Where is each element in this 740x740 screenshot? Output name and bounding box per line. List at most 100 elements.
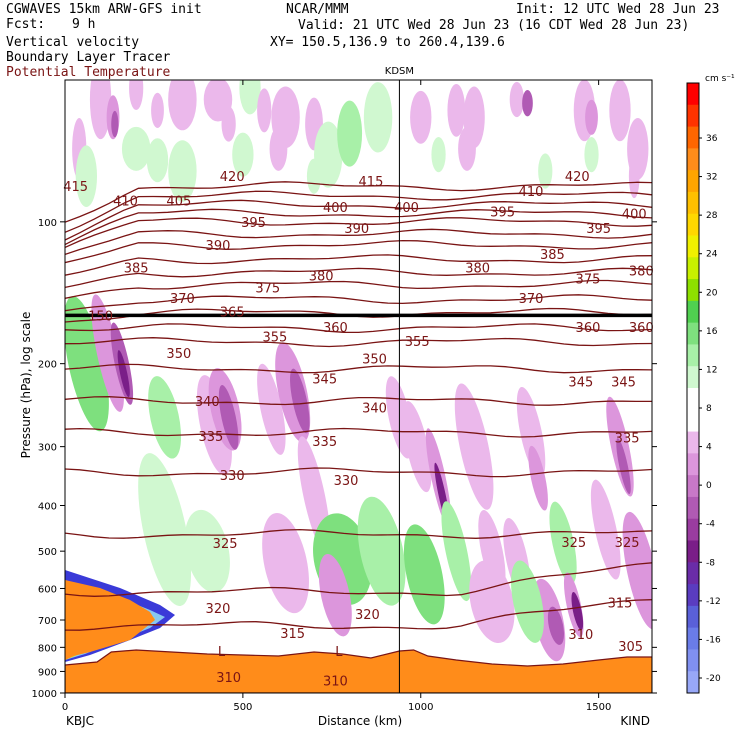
x-axis: 0 500 1000 1500	[62, 80, 611, 713]
field-label-vertical-velocity: Vertical velocity	[6, 35, 140, 50]
velocity-blob	[585, 99, 598, 135]
velocity-blob	[129, 80, 144, 111]
velocity-blob	[337, 100, 363, 167]
velocity-blob	[221, 106, 236, 142]
theta-label: 320	[355, 608, 380, 623]
velocity-blob	[314, 121, 343, 188]
theta-contour-line	[65, 181, 652, 223]
velocity-streak	[622, 511, 652, 630]
colorbar-swatch	[687, 213, 699, 236]
y-tick-label: 500	[38, 547, 57, 558]
theta-label: 340	[362, 402, 387, 417]
y-tick-label: 400	[38, 502, 57, 513]
colorbar-swatch	[687, 83, 699, 106]
xy-range: XY= 150.5,136.9 to 260.4,139.6	[270, 35, 505, 50]
theta-contour-line	[65, 528, 652, 539]
velocity-streak	[117, 350, 130, 398]
colorbar-tick-label: 0	[706, 481, 712, 491]
theta-label: 310	[568, 628, 593, 643]
theta-label: 325	[615, 536, 640, 551]
theta-label: 340	[195, 395, 220, 410]
theta-label: 360	[323, 321, 348, 336]
colorbar-swatch	[687, 453, 699, 476]
theta-contour-line	[65, 208, 652, 246]
theta-contour-line	[65, 294, 652, 312]
theta-contour-line	[65, 396, 652, 406]
colorbar-swatch	[687, 496, 699, 520]
velocity-blob	[584, 137, 599, 173]
velocity-blob	[306, 158, 322, 194]
velocity-blob	[509, 81, 524, 118]
theta-label: 360	[629, 321, 654, 336]
terrain-fill	[65, 649, 652, 693]
theta-label: 310	[216, 671, 241, 686]
theta-label: 360	[576, 321, 601, 336]
theta-label: 315	[280, 627, 305, 642]
forecast-label: Fcst:	[6, 17, 46, 32]
velocity-streak	[402, 401, 432, 493]
theta-contour-line	[65, 190, 652, 233]
theta-label: 345	[611, 375, 636, 390]
theta-label: 400	[394, 201, 419, 216]
theta-label: 385	[124, 261, 149, 276]
velocity-blob	[431, 137, 446, 173]
theta-label: 330	[334, 474, 359, 489]
colorbar-swatch	[687, 300, 699, 324]
theta-contour-line	[65, 562, 652, 597]
theta-label: L	[218, 645, 226, 660]
colorbar: 36 32 28 24 20 16 12 8 4 0 -4 -8 -12 -16 -20	[686, 82, 721, 694]
y-tick-label: 100	[38, 218, 57, 229]
x-tick-label: 0	[62, 702, 68, 713]
velocity-streak	[290, 368, 310, 434]
theta-label: 410	[519, 185, 544, 200]
velocity-streak	[91, 294, 124, 412]
velocity-streak	[218, 385, 239, 450]
colorbar-swatch	[687, 388, 699, 411]
theta-label: 395	[586, 222, 611, 237]
velocity-streak	[184, 509, 230, 593]
colorbar-swatch	[687, 649, 699, 672]
velocity-streak	[616, 438, 631, 495]
colorbar-tick-label: 32	[706, 173, 717, 183]
theta-label: 420	[220, 170, 245, 185]
velocity-blob	[232, 132, 254, 177]
colorbar-tick-label: 4	[706, 443, 712, 453]
colorbar-tick-label: 36	[706, 134, 718, 144]
velocity-streak	[528, 445, 548, 511]
field-label-potential-temperature: Potential Temperature	[6, 65, 171, 80]
theta-label: 335	[198, 430, 223, 445]
colorbar-swatch	[687, 409, 699, 433]
colorbar-swatch	[687, 344, 699, 367]
model-title: CGWAVES 15km ARW-GFS init	[6, 2, 202, 17]
theta-label: 325	[561, 536, 586, 551]
velocity-streak	[138, 453, 192, 607]
colorbar-swatch	[687, 148, 699, 171]
theta-label: 375	[255, 282, 280, 297]
x-axis-title: Distance (km)	[318, 714, 402, 728]
velocity-blob	[75, 145, 98, 207]
station-left-label: KBJC	[66, 714, 94, 728]
field-label-bl-tracer: Boundary Layer Tracer	[6, 50, 171, 65]
velocity-streak	[196, 375, 232, 476]
velocity-streak	[357, 496, 406, 606]
y-axis: 100 200 300 400 500 600 700 800 900 1000	[32, 218, 657, 700]
theta-label: 305	[618, 640, 643, 655]
colorbar-tick-label: -8	[706, 558, 715, 568]
forecast-value: 9 h	[72, 17, 96, 32]
theta-label: 310	[323, 674, 348, 689]
theta-label: 390	[344, 222, 369, 237]
theta-label: 315	[608, 596, 633, 611]
theta-contour-line	[65, 228, 652, 256]
colorbar-tick-label: 28	[706, 211, 718, 221]
theta-contour-line	[65, 427, 652, 438]
colorbar-swatch	[687, 431, 699, 454]
init-time: Init: 12 UTC Wed 28 Jun 23	[516, 2, 720, 17]
theta-label: 410	[113, 194, 138, 209]
colorbar-tick-label: 16	[706, 327, 718, 337]
velocity-blob	[609, 80, 631, 142]
colorbar-tick-label: -12	[706, 597, 721, 607]
theta-label: 380	[629, 265, 654, 280]
plot-frame	[64, 79, 653, 694]
velocity-streak	[547, 606, 564, 645]
colorbar-swatch	[687, 126, 699, 149]
